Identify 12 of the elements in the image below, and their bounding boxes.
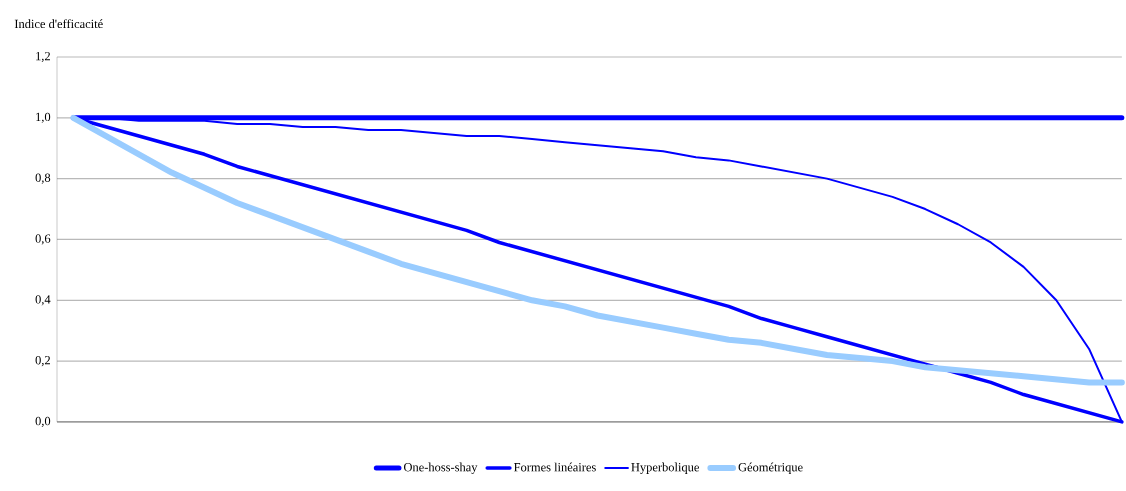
y-axis-title: Indice d'efficacité (14, 19, 103, 29)
y-tick-label: 0,8 (35, 173, 51, 184)
y-tick-label: 0,0 (35, 416, 51, 428)
legend-label: Hyperbolique (631, 462, 699, 474)
y-tick-label: 1,0 (36, 112, 51, 123)
legend-label: Formes linéaires (513, 462, 596, 472)
y-tick-label: 0,2 (35, 356, 50, 367)
y-tick-label: 0,6 (35, 234, 51, 245)
y-tick-label: 0,4 (35, 295, 51, 306)
y-tick-label: 1,2 (36, 51, 50, 63)
legend-label: One-hoss-shay (403, 462, 478, 474)
legend-label: Géométrique (738, 462, 803, 474)
